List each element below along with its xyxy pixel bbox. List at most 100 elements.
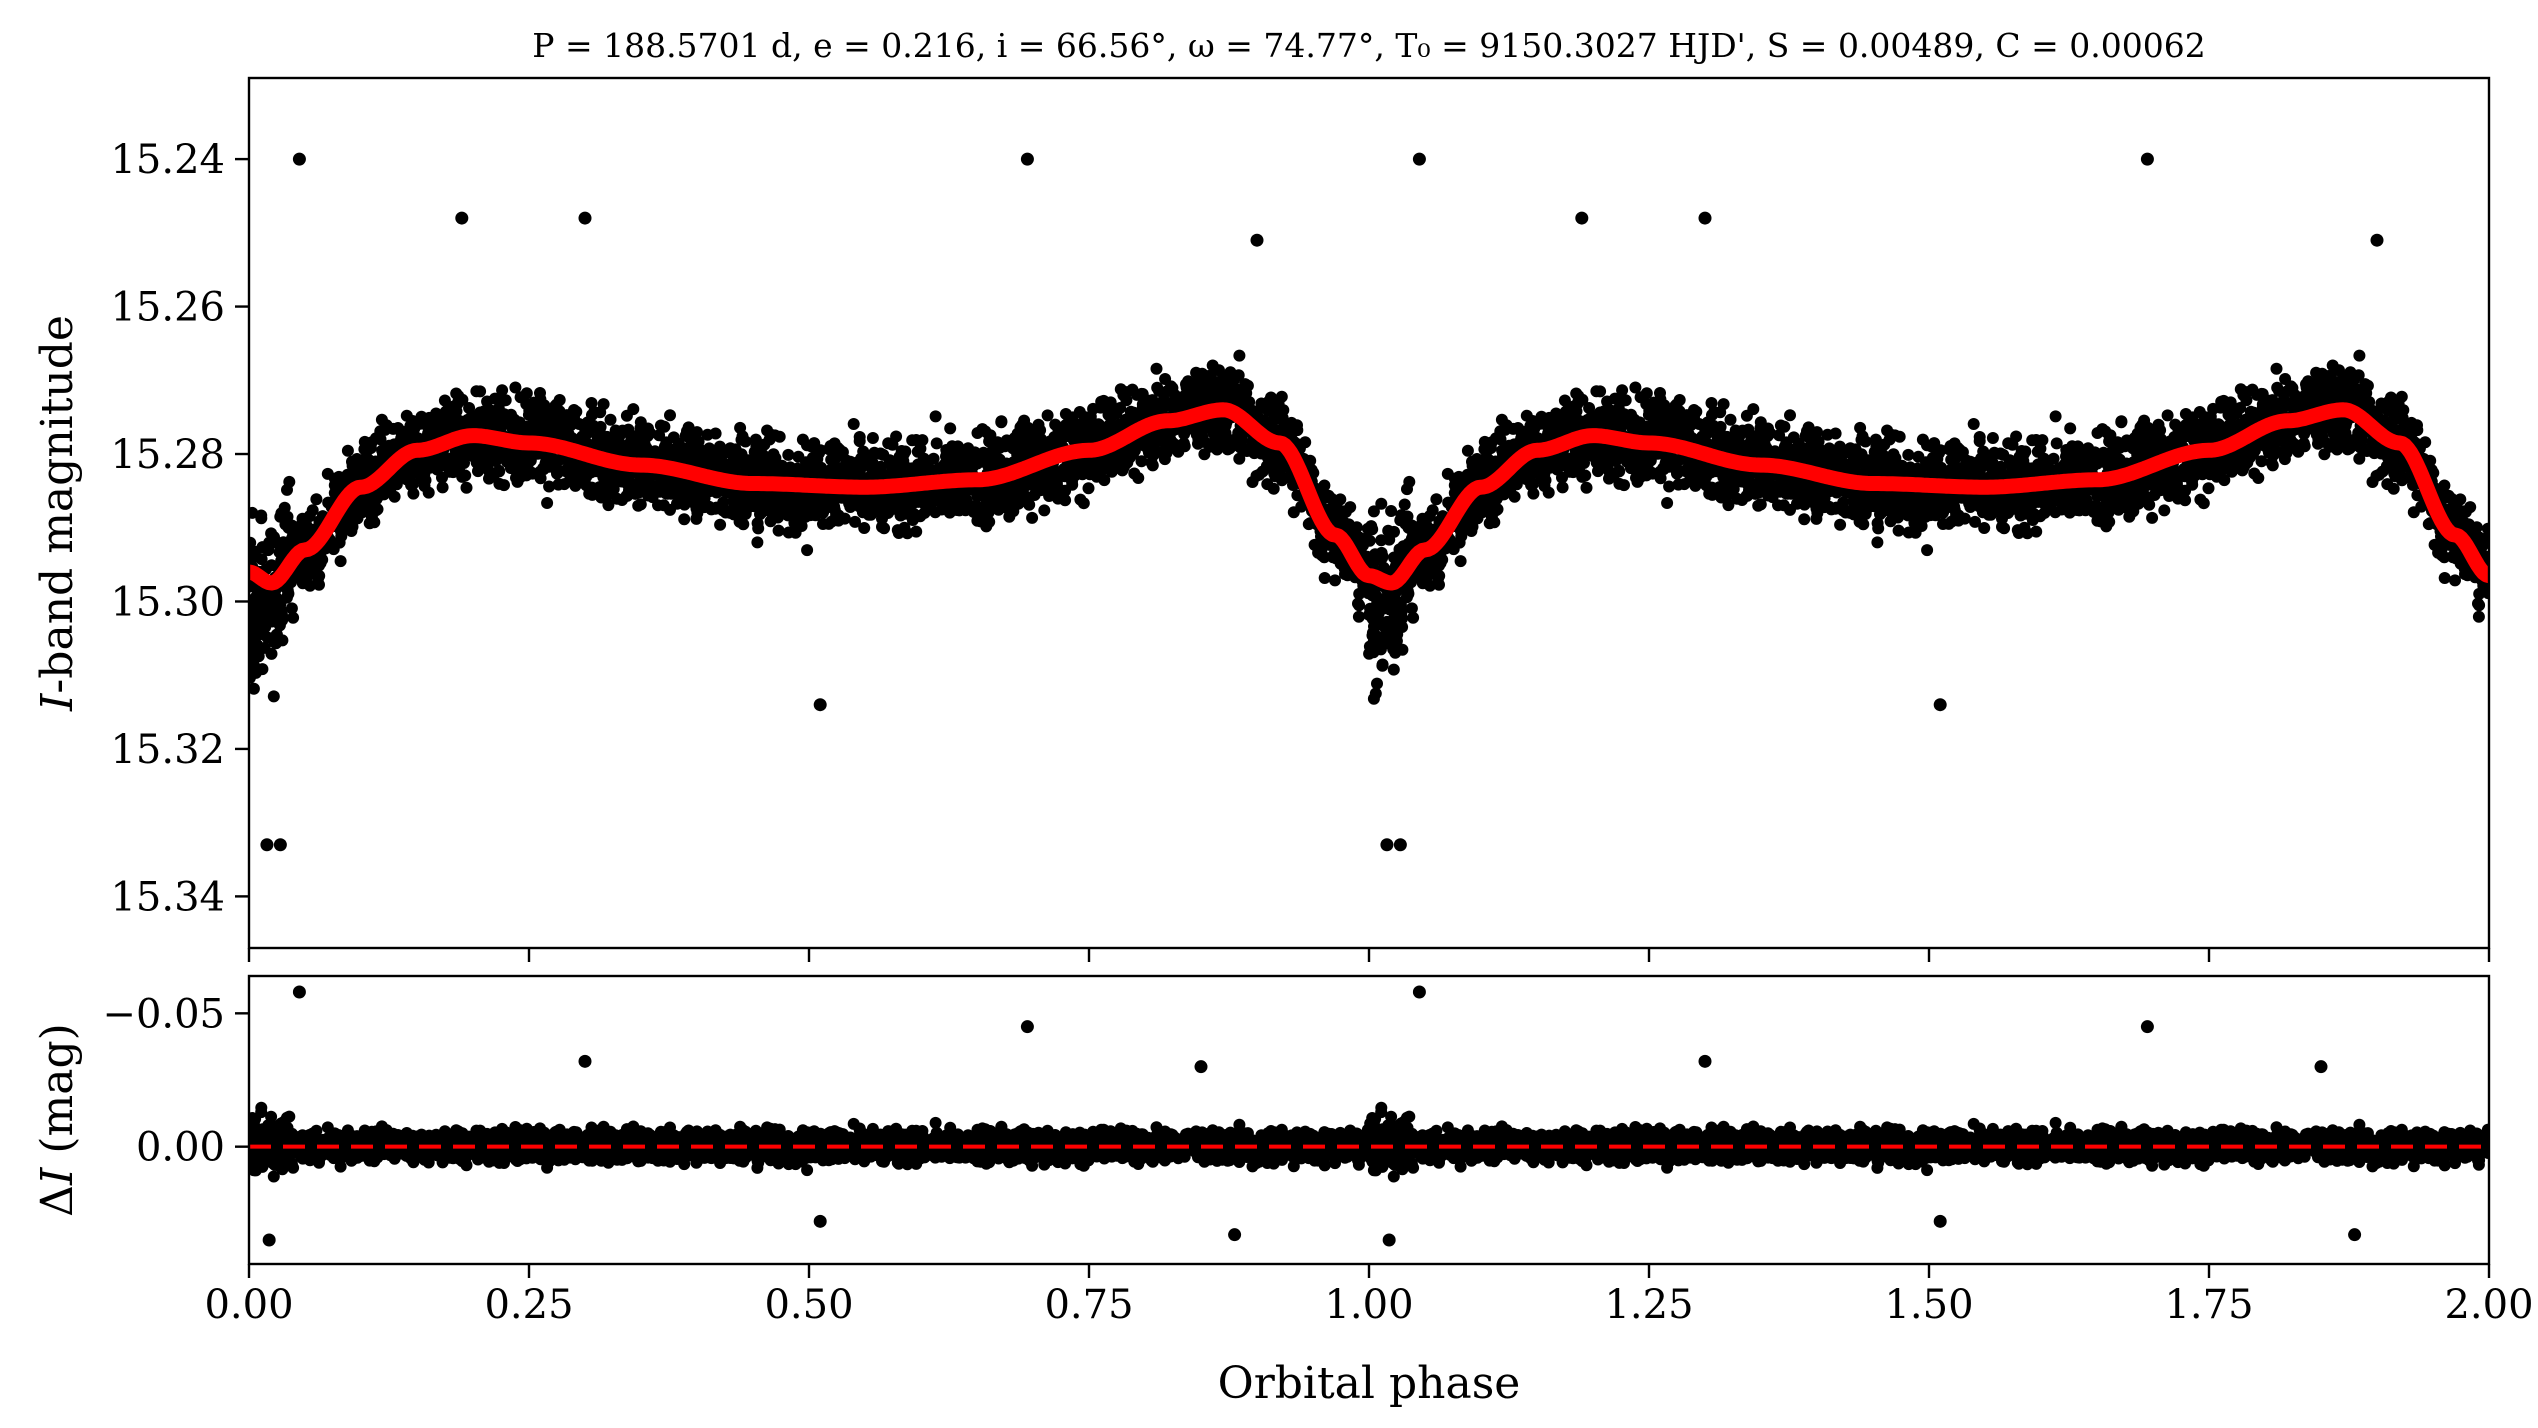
data-point	[684, 433, 697, 446]
data-point	[364, 493, 377, 505]
data-point	[1049, 418, 1062, 431]
data-point	[1275, 471, 1288, 484]
data-point	[418, 467, 431, 480]
data-point	[695, 444, 707, 457]
data-point	[1352, 610, 1365, 623]
data-point	[456, 448, 469, 461]
data-point	[898, 521, 911, 534]
data-point	[2449, 574, 2461, 587]
data-point	[541, 497, 554, 509]
data-point	[1082, 482, 1095, 495]
data-point	[908, 463, 921, 476]
data-point	[623, 484, 635, 497]
data-point	[1834, 518, 1847, 531]
data-point	[549, 425, 562, 438]
data-point	[878, 522, 891, 535]
data-point	[564, 473, 577, 486]
data-point	[849, 515, 861, 528]
data-point	[751, 536, 764, 549]
data-point	[995, 416, 1008, 429]
data-point	[358, 453, 371, 466]
data-point	[583, 487, 596, 500]
data-point	[612, 432, 625, 444]
data-point	[310, 493, 323, 506]
data-point	[1151, 381, 1164, 394]
data-point	[719, 504, 732, 517]
data-point	[832, 509, 845, 522]
data-point	[1041, 409, 1054, 422]
data-point	[287, 611, 300, 624]
data-point	[453, 460, 466, 473]
data-point	[1135, 455, 1148, 468]
data-point	[755, 506, 768, 519]
data-point	[483, 465, 496, 478]
data-point	[1241, 379, 1254, 392]
data-point	[990, 497, 1003, 510]
data-point	[850, 461, 863, 473]
data-point	[309, 568, 322, 580]
data-point	[251, 614, 264, 627]
data-point	[1028, 489, 1041, 501]
data-point	[1304, 454, 1317, 467]
data-point	[1387, 663, 1400, 676]
data-point	[463, 402, 476, 414]
data-point	[1784, 409, 1796, 422]
data-point	[602, 499, 615, 512]
data-point	[962, 501, 975, 514]
data-point	[1221, 443, 1234, 456]
data-point	[1136, 398, 1149, 411]
data-point	[1255, 397, 1268, 410]
data-point	[1059, 484, 1072, 497]
data-point	[1327, 551, 1339, 564]
data-point	[864, 508, 877, 521]
data-point	[1048, 434, 1061, 447]
data-point	[703, 455, 716, 468]
data-point	[1126, 383, 1139, 396]
data-point	[672, 437, 685, 450]
data-point	[1159, 373, 1172, 385]
data-point	[492, 402, 505, 415]
data-point	[1269, 459, 1282, 472]
data-point	[1233, 452, 1246, 465]
data-point	[1243, 396, 1256, 408]
data-point	[736, 430, 749, 443]
data-point	[407, 487, 420, 500]
data-point	[586, 409, 598, 421]
data-point	[1210, 387, 1222, 400]
data-point	[439, 405, 452, 418]
data-point	[1057, 464, 1070, 476]
data-point	[733, 515, 746, 528]
data-point	[295, 572, 308, 585]
data-point	[1219, 419, 1232, 432]
data-point	[525, 405, 537, 417]
data-point	[632, 499, 645, 512]
data-point	[815, 500, 828, 513]
data-point	[930, 437, 943, 450]
data-point	[585, 397, 598, 409]
data-point	[1322, 489, 1335, 502]
data-point	[281, 483, 293, 496]
data-point	[782, 526, 795, 539]
data-point	[255, 512, 268, 525]
data-point	[436, 471, 448, 484]
data-point	[1114, 402, 1127, 414]
data-point	[1128, 444, 1141, 457]
data-point	[2049, 410, 2062, 423]
data-point	[418, 480, 431, 492]
data-point	[380, 419, 393, 432]
data-point	[1580, 481, 1593, 494]
data-point	[1003, 510, 1016, 523]
data-point	[801, 544, 814, 557]
data-point	[1132, 472, 1145, 484]
data-point	[664, 409, 676, 422]
data-point	[767, 460, 780, 473]
data-point	[265, 559, 278, 572]
data-point	[1188, 387, 1201, 400]
data-point	[1280, 418, 1293, 431]
data-point	[504, 462, 517, 475]
data-point	[772, 499, 785, 512]
data-point	[817, 518, 829, 530]
data-point	[493, 464, 505, 477]
data-point	[604, 413, 617, 426]
